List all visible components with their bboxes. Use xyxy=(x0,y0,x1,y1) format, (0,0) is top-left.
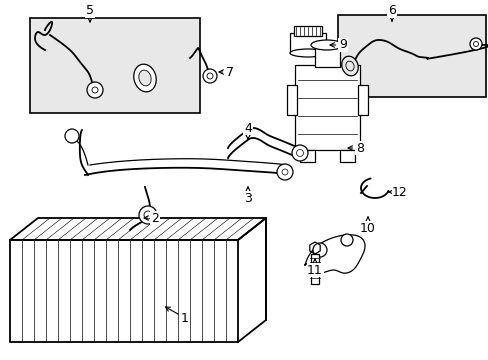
Text: 8: 8 xyxy=(347,141,363,154)
Ellipse shape xyxy=(310,40,342,50)
Text: 9: 9 xyxy=(329,39,346,51)
Ellipse shape xyxy=(341,56,358,76)
Bar xyxy=(337,15,485,97)
Text: 6: 6 xyxy=(387,4,395,21)
Text: 2: 2 xyxy=(144,211,159,225)
Circle shape xyxy=(203,69,217,83)
Text: 5: 5 xyxy=(86,4,94,22)
Text: 3: 3 xyxy=(244,187,251,204)
Circle shape xyxy=(92,87,98,93)
Ellipse shape xyxy=(289,49,325,57)
Text: 7: 7 xyxy=(219,66,234,78)
Bar xyxy=(294,65,359,150)
Circle shape xyxy=(291,145,307,161)
Bar xyxy=(289,33,325,53)
Circle shape xyxy=(472,41,478,46)
Ellipse shape xyxy=(345,61,353,71)
Circle shape xyxy=(139,206,157,224)
Circle shape xyxy=(282,169,287,175)
Circle shape xyxy=(469,38,481,50)
Text: 1: 1 xyxy=(165,307,188,324)
Bar xyxy=(357,85,367,115)
Text: 12: 12 xyxy=(388,185,407,198)
Circle shape xyxy=(312,243,326,257)
Bar xyxy=(299,150,314,162)
Circle shape xyxy=(87,82,103,98)
Bar xyxy=(310,254,318,284)
Bar xyxy=(293,26,321,36)
Bar xyxy=(30,18,200,113)
Circle shape xyxy=(296,149,303,157)
Text: 4: 4 xyxy=(244,122,251,139)
Ellipse shape xyxy=(134,64,156,92)
Bar xyxy=(339,150,354,162)
Text: 10: 10 xyxy=(359,217,375,234)
Bar xyxy=(314,45,339,67)
Circle shape xyxy=(143,211,152,219)
Polygon shape xyxy=(305,235,365,273)
Bar xyxy=(286,85,296,115)
Circle shape xyxy=(206,73,213,79)
Circle shape xyxy=(65,129,79,143)
Circle shape xyxy=(276,164,292,180)
Ellipse shape xyxy=(139,70,151,86)
Circle shape xyxy=(340,234,352,246)
Text: 11: 11 xyxy=(306,259,322,276)
